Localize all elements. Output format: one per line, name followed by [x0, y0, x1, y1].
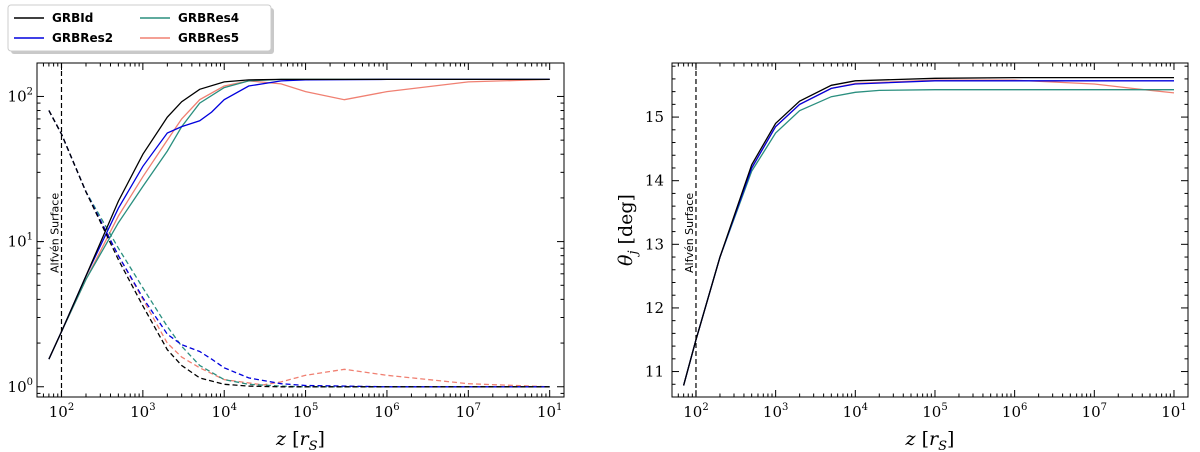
- x-tick-label-exp: 1: [1180, 402, 1186, 413]
- x-axis-label-unit: r: [929, 428, 940, 450]
- x-tick-label: 107: [456, 402, 481, 421]
- x-tick-label-base: 10: [1082, 403, 1101, 421]
- x-axis-label: z [rS]: [905, 428, 955, 452]
- x-tick-label-base: 10: [683, 403, 702, 421]
- series-line-grbid-dashed: [48, 110, 550, 388]
- series-line-grbid-solid: [48, 78, 550, 360]
- series-line-grbres2-dashed: [48, 110, 550, 388]
- x-axis-label-bracket: [: [292, 428, 299, 450]
- y-tick-label-base: 10: [8, 87, 27, 105]
- y-tick-label: 102: [8, 86, 33, 105]
- x-tick-label-exp: 1: [556, 402, 562, 413]
- x-tick-label-exp: 6: [393, 402, 399, 413]
- x-tick-label-exp: 5: [312, 402, 318, 413]
- y-tick-label: 15: [645, 108, 664, 126]
- y-tick-label: 101: [8, 232, 33, 251]
- alfven-surface-label: Alfvén Surface: [48, 193, 61, 273]
- x-tick-label: 104: [211, 402, 236, 421]
- x-tick-label: 103: [130, 402, 155, 421]
- y-tick-label-exp: 1: [27, 232, 33, 243]
- x-axis-label-var: z: [905, 428, 922, 450]
- y-tick-label: 100: [8, 377, 33, 396]
- plot-frame: [671, 62, 1189, 398]
- legend-label-grbres2: GRBRes2: [52, 31, 113, 45]
- y-tick-label-exp: 2: [27, 86, 33, 97]
- series-line-grbres5-solid: [682, 79, 1175, 386]
- legend-box: [7, 4, 272, 52]
- series-line-grbres4-solid: [48, 78, 550, 360]
- y-tick-label: 14: [645, 172, 664, 190]
- alfven-surface-label: Alfvén Surface: [683, 193, 696, 273]
- x-tick-label-exp: 4: [862, 402, 868, 413]
- x-tick-label-base: 10: [537, 403, 556, 421]
- x-tick-label-exp: 7: [1101, 402, 1107, 413]
- x-tick-label-base: 10: [130, 403, 149, 421]
- y-tick-label-base: 10: [8, 378, 27, 396]
- x-tick-label: 101: [1161, 402, 1186, 421]
- series-line-grbres5-dashed: [48, 110, 550, 388]
- plot-frame: [36, 62, 565, 398]
- x-axis-label-var: z: [275, 428, 292, 450]
- x-tick-label: 106: [1002, 402, 1027, 421]
- x-axis-label-sub: S: [309, 439, 318, 452]
- x-tick-label: 105: [922, 402, 947, 421]
- y-tick-label: 11: [645, 363, 664, 381]
- x-axis-label-bracket-close: ]: [318, 428, 325, 450]
- x-tick-label-base: 10: [763, 403, 782, 421]
- x-axis-label-bracket-close: ]: [947, 428, 954, 450]
- series-line-grbres4-dashed: [48, 110, 550, 388]
- x-tick-label-base: 10: [922, 403, 941, 421]
- x-tick-label: 102: [683, 402, 708, 421]
- legend-label-grbres4: GRBRes4: [178, 11, 239, 25]
- x-tick-label-exp: 2: [702, 402, 708, 413]
- x-tick-label-base: 10: [374, 403, 393, 421]
- series-line-grbres4-solid: [682, 89, 1174, 386]
- x-tick-label: 102: [49, 402, 74, 421]
- x-tick-label-exp: 3: [782, 402, 788, 413]
- x-tick-label-exp: 2: [68, 402, 74, 413]
- legend-label-grbres5: GRBRes5: [178, 31, 239, 45]
- x-tick-label-base: 10: [211, 403, 230, 421]
- x-tick-label-exp: 7: [475, 402, 481, 413]
- legend-label-grbid: GRBId: [52, 11, 93, 25]
- legend: GRBId GRBRes2 GRBRes4 GRBRes5: [7, 4, 274, 54]
- y-tick-label-exp: 0: [27, 377, 33, 388]
- y-tick-label: 12: [645, 299, 664, 317]
- x-tick-label: 107: [1082, 402, 1107, 421]
- series-line-grbid-solid: [682, 76, 1174, 386]
- y-tick-label-base: 10: [8, 233, 27, 251]
- series-line-grbres5-solid: [48, 78, 550, 360]
- x-axis-label-bracket: [: [922, 428, 929, 450]
- x-axis-label-unit: r: [300, 428, 311, 450]
- y-axis-label-var: θ: [615, 254, 637, 266]
- x-axis-label: z [rS]: [275, 428, 325, 452]
- x-tick-label: 104: [843, 402, 868, 421]
- y-axis-label: θj [deg]: [615, 194, 641, 266]
- x-tick-label-base: 10: [49, 403, 68, 421]
- x-tick-label-exp: 5: [941, 402, 947, 413]
- series-line-grbres2-solid: [682, 80, 1174, 386]
- x-axis-label-sub: S: [938, 439, 947, 452]
- y-tick-label: 13: [645, 235, 664, 253]
- series-group: [48, 78, 550, 388]
- x-tick-label-base: 10: [293, 403, 312, 421]
- y-axis-label-unit: [deg]: [615, 194, 637, 250]
- x-tick-label-base: 10: [1161, 403, 1180, 421]
- x-tick-label: 106: [374, 402, 399, 421]
- x-tick-label: 105: [293, 402, 318, 421]
- series-group: [682, 76, 1175, 386]
- x-tick-label: 103: [763, 402, 788, 421]
- y-axis-label-sub: j: [626, 250, 641, 257]
- series-line-grbres2-solid: [48, 78, 550, 360]
- x-tick-label: 101: [537, 402, 562, 421]
- x-tick-label-exp: 4: [231, 402, 237, 413]
- x-tick-label-base: 10: [843, 403, 862, 421]
- x-tick-label-exp: 3: [149, 402, 155, 413]
- x-tick-label-base: 10: [1002, 403, 1021, 421]
- x-tick-label-exp: 6: [1021, 402, 1027, 413]
- x-tick-label-base: 10: [456, 403, 475, 421]
